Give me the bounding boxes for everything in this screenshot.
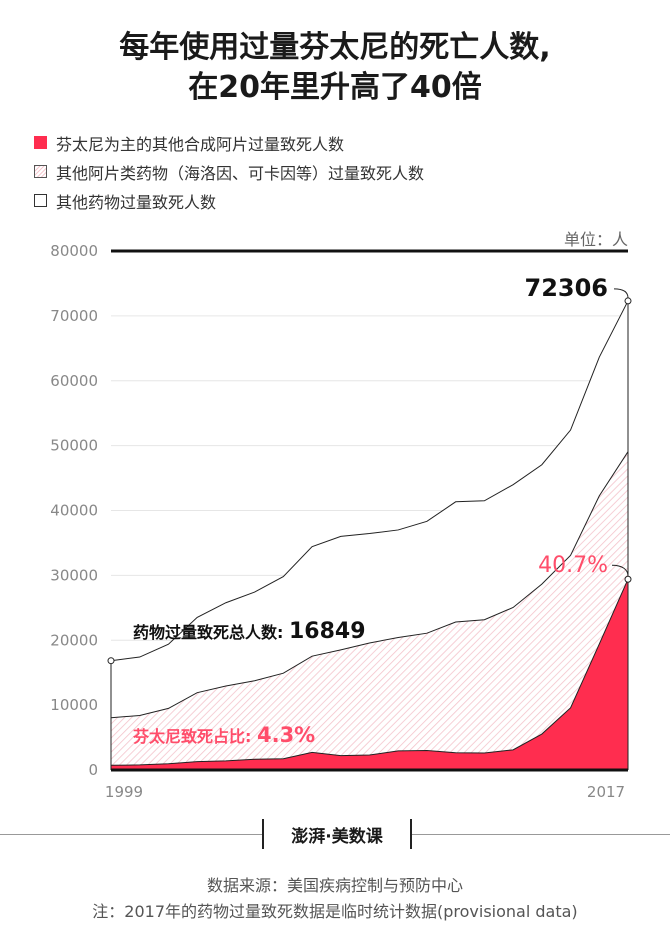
annotation-end-share: 40.7% — [538, 553, 608, 578]
connector-end-fentanyl — [611, 564, 629, 577]
y-tick-label-10000: 10000 — [50, 696, 98, 714]
legend: 芬太尼为主的其他合成阿片过量致死人数 其他阿片类药物（海洛因、可卡因等）过量致死… — [34, 128, 424, 215]
legend-swatch-other-opioids — [34, 165, 47, 178]
publisher-logo: 澎湃·美数课 — [262, 819, 412, 849]
annotation-end-total: 72306 — [525, 274, 609, 302]
legend-item-other-drugs: 其他药物过量致死人数 — [34, 186, 424, 215]
annotation-start-share: 芬太尼致死占比: 4.3% — [132, 723, 315, 747]
unit-label: 单位：人 — [563, 230, 628, 249]
marker-end-total — [624, 297, 632, 305]
y-tick-label-30000: 30000 — [50, 566, 98, 584]
x-tick-label-start: 1999 — [105, 783, 143, 801]
chart-title-line-2: 在20年里升高了40倍 — [188, 70, 482, 105]
y-tick-label-70000: 70000 — [50, 307, 98, 325]
y-tick-label-40000: 40000 — [50, 502, 98, 520]
marker-start-total — [107, 657, 115, 665]
line-opioids-top — [110, 451, 629, 719]
line-fentanyl-top — [110, 579, 629, 766]
annotation-start-share-value: 4.3% — [257, 723, 315, 747]
annotation-start-total: 药物过量致死总人数: 16849 — [133, 619, 366, 644]
area-fentanyl — [111, 579, 628, 770]
legend-item-other-opioids: 其他阿片类药物（海洛因、可卡因等）过量致死人数 — [34, 157, 424, 186]
y-tick-label-50000: 50000 — [50, 437, 98, 455]
legend-label-fentanyl: 芬太尼为主的其他合成阿片过量致死人数 — [56, 134, 345, 154]
data-note: 注：2017年的药物过量致死数据是临时统计数据(provisional data… — [92, 902, 578, 921]
annotation-start-total-value: 16849 — [289, 619, 366, 644]
y-tick-label-20000: 20000 — [50, 631, 98, 649]
legend-item-fentanyl: 芬太尼为主的其他合成阿片过量致死人数 — [34, 128, 424, 157]
line-total — [110, 300, 629, 662]
connector-end-total — [613, 288, 629, 298]
y-tick-label-60000: 60000 — [50, 372, 98, 390]
annotation-start-total-label: 药物过量致死总人数: — [133, 623, 289, 642]
legend-swatch-fentanyl — [34, 136, 47, 149]
chart-title-line-1: 每年使用过量芬太尼的死亡人数, — [119, 30, 551, 65]
legend-swatch-other-drugs — [34, 194, 47, 207]
area-other-opioids — [111, 451, 628, 766]
legend-label-other-drugs: 其他药物过量致死人数 — [56, 192, 217, 212]
y-tick-label-80000: 80000 — [50, 242, 98, 260]
marker-end-fentanyl — [624, 575, 632, 583]
y-tick-label-0: 0 — [88, 761, 98, 779]
x-tick-label-end: 2017 — [587, 783, 625, 801]
legend-label-other-opioids: 其他阿片类药物（海洛因、可卡因等）过量致死人数 — [56, 163, 425, 183]
annotation-start-share-label: 芬太尼致死占比: — [132, 727, 257, 746]
data-source: 数据来源：美国疾病控制与预防中心 — [206, 876, 463, 895]
